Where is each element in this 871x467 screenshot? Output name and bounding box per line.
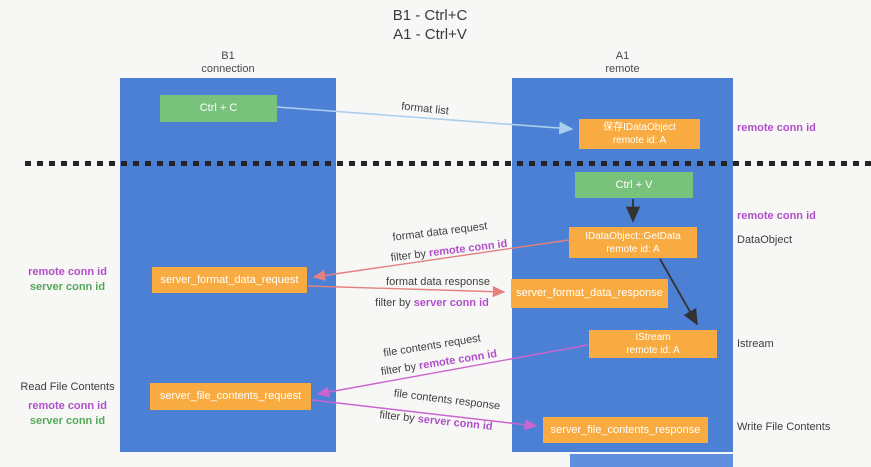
istream-line1: IStream [635,332,671,343]
left-column-name: B1 [221,50,235,62]
right-column-header: A1 remote [512,50,733,76]
read-file-contents-label: Read File Contents [20,381,115,393]
right-column-name: A1 [615,50,630,62]
server-file-contents-request-box: server_file_contents_request [150,383,311,410]
save-dataobject-box: 保存IDataObject remote id: A [579,119,700,149]
right-top-remote-conn-id-label: remote conn id [737,122,816,134]
partial-element-bottom [570,454,733,467]
right-mid-remote-conn-id-label: remote conn id [737,210,816,222]
diagram-title: B1 - Ctrl+C A1 - Ctrl+V [330,6,530,44]
left-bottom-remote-conn-id-label: remote conn id [28,400,107,412]
right-column-role: remote [605,63,640,75]
filter-by-text: filter by [380,360,418,379]
ctrl-v-label: Ctrl + V [615,178,653,191]
filter-by-text: filter by [390,247,427,265]
save-dataobject-line2: remote id: A [612,135,667,146]
server-format-data-request-label: server_format_data_request [160,273,299,286]
ctrl-c-label: Ctrl + C [199,102,238,114]
server-file-contents-response-label: server_file_contents_response [550,423,701,436]
format-list-label: format list [400,100,450,118]
ctrl-v-box: Ctrl + V [575,172,693,198]
server-conn-id-highlight: server conn id [413,297,489,309]
server-file-contents-response-box: server_file_contents_response [543,417,708,443]
istream-line2: remote id: A [626,345,680,356]
session-divider-dashed-line [25,161,871,166]
format-data-response-label: format data response [386,276,490,288]
save-dataobject-line1: 保存IDataObject [603,122,676,133]
server-format-data-request-box: server_format_data_request [152,267,307,293]
getdata-line1: IDataObject::GetData [585,230,681,242]
dataobject-label: DataObject [737,234,793,246]
left-bottom-server-conn-id-label: server conn id [29,415,106,427]
write-file-contents-label: Write File Contents [737,421,831,433]
file-contents-response-filter-label: filter by server conn id [379,409,493,433]
remote-conn-id-highlight: remote conn id [428,237,508,260]
format-data-request-label: format data request [391,220,489,244]
filter-by-text: filter by [375,297,411,309]
file-contents-response-label: file contents response [393,387,501,413]
left-column-header: B1 connection [120,50,336,76]
left-top-remote-conn-id-label: remote conn id [28,266,107,278]
server-format-data-response-label: server_format_data_response [516,287,663,299]
server-conn-id-highlight: server conn id [417,413,494,433]
server-file-contents-request-label: server_file_contents_request [159,390,302,402]
istream-side-label: Istream [737,338,774,350]
idataobject-getdata-box: IDataObject::GetData remote id: A [569,227,697,258]
left-column-role: connection [201,63,255,75]
filter-by-text: filter by [378,409,416,425]
left-top-server-conn-id-label: server conn id [29,281,106,293]
title-line-2: A1 - Ctrl+V [393,26,467,43]
istream-box: IStream remote id: A [589,330,717,358]
getdata-line2: remote id: A [606,243,660,255]
format-data-response-filter-label: filter by server conn id [375,297,489,309]
title-line-1: B1 - Ctrl+C [392,7,468,24]
server-format-data-response-box: server_format_data_response [511,279,668,308]
ctrl-c-box: Ctrl + C [160,95,277,122]
